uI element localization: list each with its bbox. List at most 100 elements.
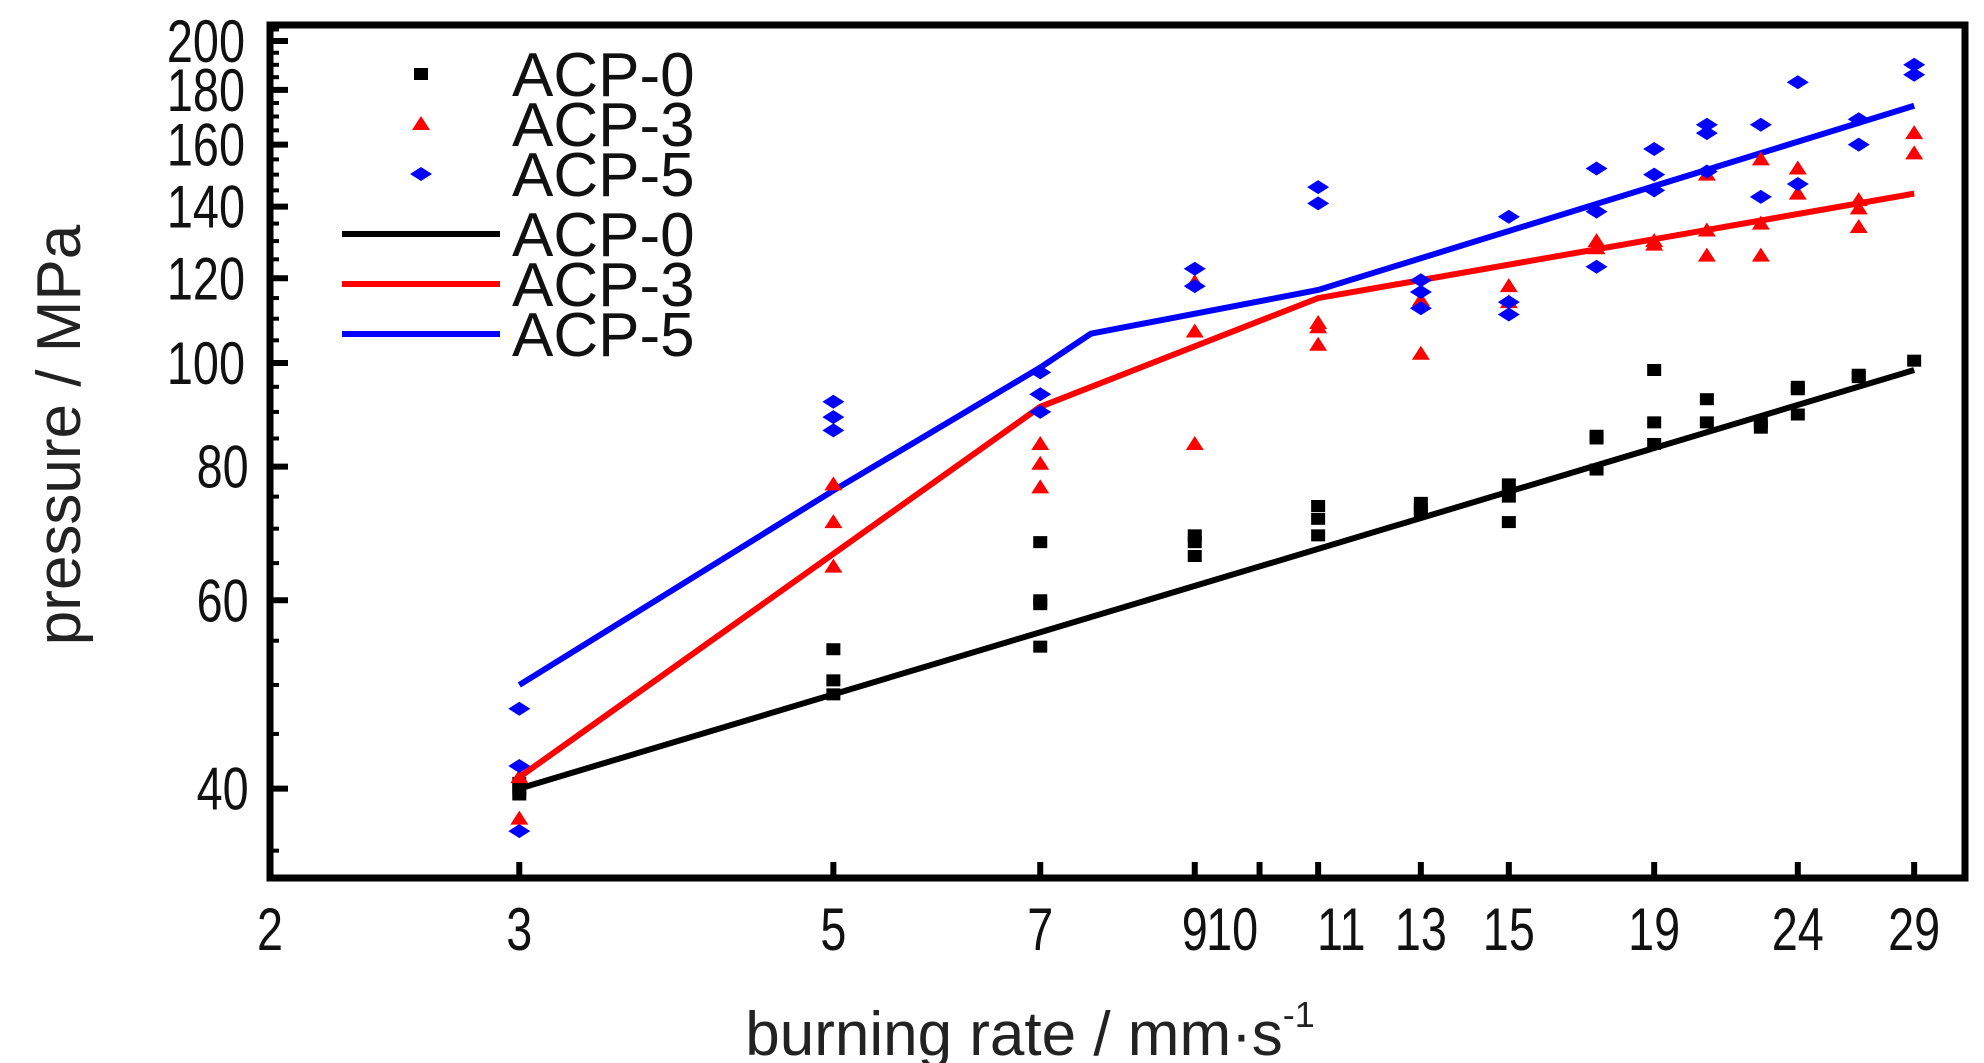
point-acp-3 <box>1031 455 1050 470</box>
point-acp-3 <box>1499 278 1518 293</box>
point-acp-5 <box>1029 404 1052 419</box>
x-axis: 2 3 5 7 910 11 13 15 19 24 29 <box>257 862 1940 963</box>
point-acp-0 <box>1589 463 1604 476</box>
x-tick-label: 11 <box>1317 896 1366 963</box>
x-tick-label: 7 <box>1027 896 1053 963</box>
point-acp-5 <box>1749 117 1772 132</box>
point-acp-0 <box>1647 416 1662 429</box>
x-tick-label: 10 <box>1206 896 1258 963</box>
point-acp-5 <box>1847 137 1870 152</box>
point-acp-0 <box>1187 550 1202 563</box>
point-acp-5 <box>1643 167 1666 182</box>
legend-marker-acp-5 <box>410 167 432 181</box>
x-tick-label: 5 <box>820 896 846 963</box>
point-acp-3 <box>824 558 843 573</box>
point-acp-0 <box>1501 490 1516 503</box>
x-axis-title: burning rate / mm·s-1 <box>745 994 1315 1063</box>
point-acp-5 <box>508 758 531 773</box>
x-tick-label: 19 <box>1628 896 1680 963</box>
point-acp-0 <box>1501 516 1516 529</box>
point-acp-5 <box>1183 261 1206 276</box>
point-acp-3 <box>1411 345 1430 360</box>
x-axis-title-superscript: -1 <box>1283 994 1315 1035</box>
x-tick-label: 3 <box>506 896 532 963</box>
point-acp-3 <box>1905 125 1924 140</box>
point-acp-0 <box>1311 512 1326 525</box>
fit-line-acp-0 <box>518 367 1916 792</box>
x-tick-label: 9 <box>1182 896 1208 963</box>
y-tick-label: 180 <box>167 57 245 124</box>
fit-line-acp-3 <box>517 190 1915 780</box>
y-tick-label: 60 <box>197 568 249 635</box>
point-acp-5 <box>508 701 531 716</box>
point-acp-5 <box>1585 161 1608 176</box>
point-acp-5 <box>1585 259 1608 274</box>
point-acp-0 <box>1790 408 1805 421</box>
point-acp-3 <box>1751 151 1770 166</box>
point-acp-0 <box>1699 393 1714 406</box>
point-acp-0 <box>826 688 841 701</box>
point-acp-3 <box>1309 336 1328 351</box>
point-acp-0 <box>1647 363 1662 376</box>
point-acp-5 <box>1749 189 1772 204</box>
point-acp-3 <box>1849 192 1868 207</box>
point-acp-3 <box>510 810 529 825</box>
point-acp-5 <box>1497 295 1520 310</box>
point-acp-5 <box>822 410 845 425</box>
point-acp-0 <box>1413 506 1428 519</box>
point-acp-5 <box>508 824 531 839</box>
point-acp-3 <box>1751 247 1770 262</box>
point-acp-3 <box>1185 435 1204 450</box>
y-axis-title: pressure / MPa <box>25 224 94 645</box>
point-acp-3 <box>1185 323 1204 338</box>
point-acp-5 <box>1585 204 1608 219</box>
legend-label: ACP-0 <box>512 41 695 110</box>
legend-marker-acp-0 <box>414 68 428 80</box>
point-acp-5 <box>1643 142 1666 157</box>
point-acp-5 <box>1695 117 1718 132</box>
point-acp-3 <box>1697 222 1716 237</box>
point-acp-5 <box>1786 75 1809 90</box>
point-acp-0 <box>1311 500 1326 513</box>
point-acp-5 <box>1409 273 1432 288</box>
point-acp-5 <box>1847 112 1870 127</box>
legend-label: ACP-3 <box>512 251 695 320</box>
x-tick-label: 2 <box>257 896 283 963</box>
plot-border <box>266 21 1969 882</box>
point-acp-5 <box>1409 285 1432 300</box>
y-tick-label: 120 <box>167 246 245 313</box>
point-acp-0 <box>1501 478 1516 491</box>
point-acp-3 <box>824 476 843 491</box>
y-tick-label: 100 <box>167 330 245 397</box>
legend-label: ACP-5 <box>512 141 695 210</box>
point-acp-3 <box>1849 219 1868 234</box>
point-acp-0 <box>1647 437 1662 450</box>
point-acp-5 <box>1786 177 1809 192</box>
point-acp-3 <box>1788 185 1807 200</box>
y-tick-label: 40 <box>197 756 249 823</box>
legend-label: ACP-3 <box>512 91 695 160</box>
point-acp-0 <box>512 788 527 801</box>
point-acp-0 <box>1851 371 1866 384</box>
data-markers <box>508 57 1926 839</box>
point-acp-3 <box>1788 160 1807 175</box>
point-acp-5 <box>1307 196 1330 211</box>
legend-marker-acp-3 <box>412 116 430 130</box>
point-acp-5 <box>1643 183 1666 198</box>
point-acp-3 <box>1031 435 1050 450</box>
point-acp-0 <box>826 674 841 687</box>
point-acp-0 <box>1033 640 1048 653</box>
y-tick-label: 160 <box>167 112 245 179</box>
point-acp-5 <box>822 423 845 438</box>
x-tick-label: 13 <box>1395 896 1447 963</box>
point-acp-3 <box>1031 479 1050 494</box>
x-axis-title-main: burning rate / mm·s <box>745 1000 1283 1063</box>
point-acp-3 <box>1697 247 1716 262</box>
x-tick-label: 24 <box>1772 896 1824 963</box>
point-acp-3 <box>1751 215 1770 230</box>
y-tick-label: 200 <box>167 8 245 75</box>
point-acp-3 <box>1905 145 1924 160</box>
point-acp-0 <box>1790 383 1805 396</box>
